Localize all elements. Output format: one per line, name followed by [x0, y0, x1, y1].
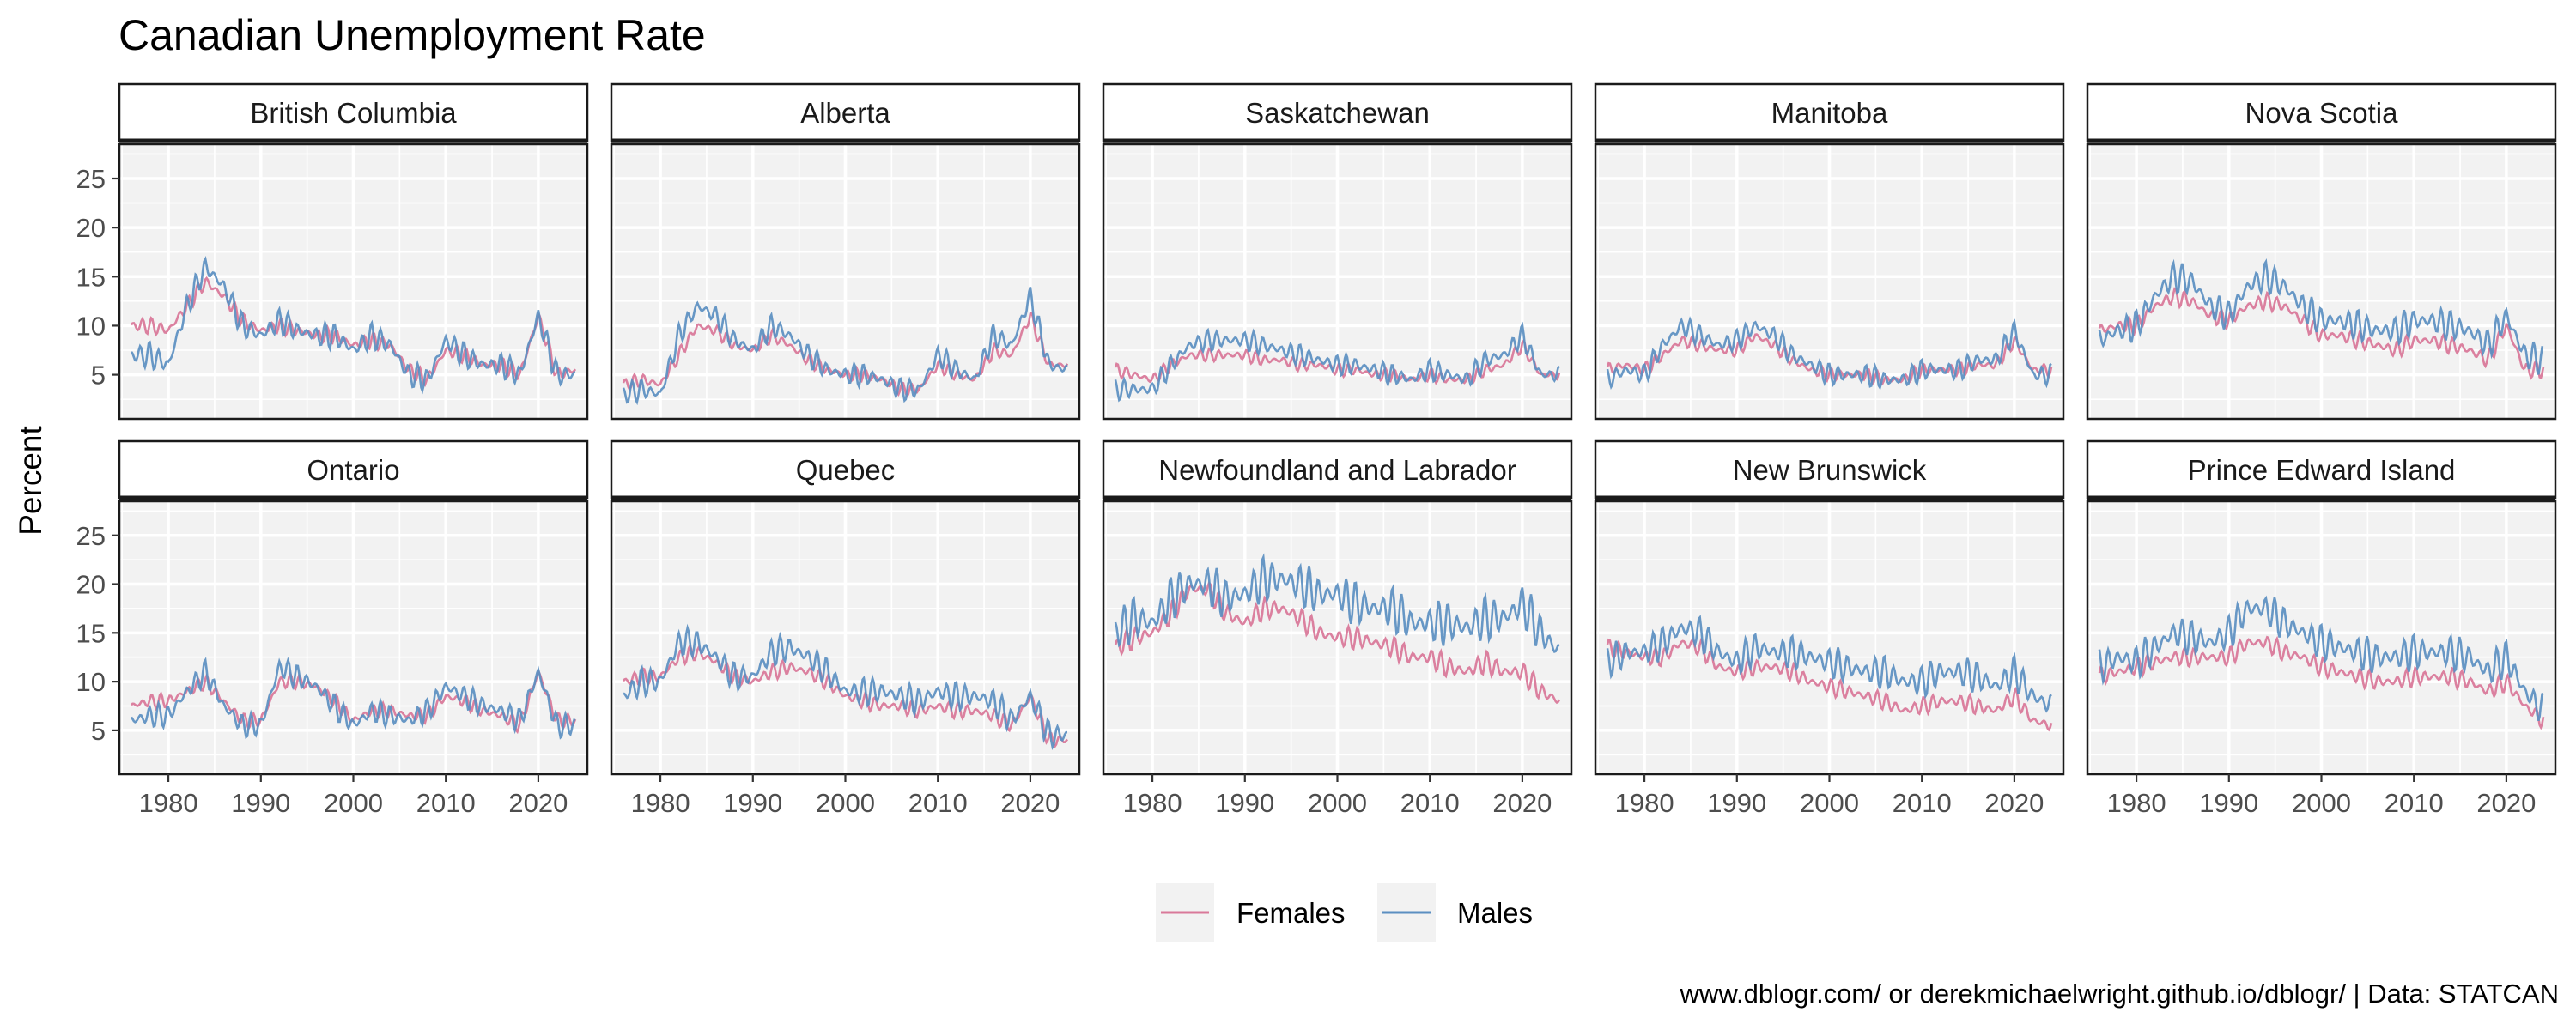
x-tick-label: 2010 [1400, 788, 1460, 818]
chart-title: Canadian Unemployment Rate [118, 11, 706, 59]
facet-strip [2086, 82, 2557, 142]
series-line-females [622, 312, 1069, 399]
series-line-males [2098, 595, 2544, 721]
x-tick-label: 1980 [1615, 788, 1674, 818]
panel-border [610, 142, 1081, 421]
y-tick-label: 10 [76, 667, 106, 697]
y-tick-label: 25 [76, 521, 106, 551]
x-tick-label: 1980 [2107, 788, 2166, 818]
x-tick-label: 2020 [1984, 788, 2044, 818]
facet-strip-label: Saskatchewan [1245, 97, 1430, 129]
facet-panel-saskatchewan: Saskatchewan [1102, 82, 1573, 421]
legend: Females Males [1156, 883, 1533, 942]
series-line-females [2098, 635, 2545, 730]
facet-strip [2086, 439, 2557, 500]
x-tick-label: 1980 [631, 788, 690, 818]
facet-strip-label: Nova Scotia [2245, 97, 2399, 129]
series-line-males [1114, 553, 1560, 654]
y-tick-label: 10 [76, 311, 106, 341]
series-line-males [130, 255, 576, 395]
y-tick-label: 20 [76, 570, 106, 600]
x-tick-label: 1990 [1707, 788, 1766, 818]
facet-panels: British Columbia 5 10 15 20 25 Alberta Saskatch… [76, 82, 2557, 818]
x-tick-label: 2010 [416, 788, 476, 818]
facet-panel-new-brunswick: New Brunswick 1980 1990 2000 2010 2020 [1594, 439, 2065, 818]
facet-panel-prince-edward-island: Prince Edward Island 1980 1990 2000 2010 2020 [2086, 439, 2557, 818]
y-tick-label: 5 [91, 360, 106, 391]
series-line-females [1114, 580, 1561, 705]
y-tick-label: 25 [76, 164, 106, 194]
facet-strip-label: Alberta [800, 97, 890, 129]
facet-strip-label: New Brunswick [1733, 454, 1927, 486]
series-line-females [2098, 287, 2545, 380]
legend-item-males: Males [1377, 883, 1533, 942]
caption: www.dblogr.com/ or derekmichaelwright.gi… [1680, 978, 2559, 1009]
x-tick-label: 2010 [2385, 788, 2444, 818]
facet-panel-quebec: Quebec 1980 1990 2000 2010 2020 [610, 439, 1081, 818]
facet-strip [1594, 439, 2065, 500]
x-tick-label: 2010 [908, 788, 968, 818]
series-line-females [1114, 338, 1561, 385]
panel-border [1102, 142, 1573, 421]
series-line-females [130, 276, 577, 387]
panel-border [118, 142, 589, 421]
facet-panel-manitoba: Manitoba [1594, 82, 2065, 421]
facet-strip-label: Manitoba [1771, 97, 1888, 129]
x-tick-label: 2000 [1308, 788, 1367, 818]
x-tick-label: 1980 [139, 788, 198, 818]
x-tick-label: 2020 [508, 788, 568, 818]
series-line-males [1114, 321, 1560, 403]
series-line-males [623, 623, 1067, 751]
facet-strip [1102, 439, 1573, 500]
x-tick-label: 1990 [2199, 788, 2258, 818]
facet-panel-british-columbia: British Columbia 5 10 15 20 25 [76, 82, 589, 421]
facet-strip-label: Quebec [796, 454, 896, 486]
x-tick-label: 1990 [1215, 788, 1274, 818]
facet-panel-nova-scotia: Nova Scotia [2086, 82, 2557, 421]
panel-border [1594, 142, 2065, 421]
x-tick-label: 2020 [1492, 788, 1552, 818]
facet-strip-label: Newfoundland and Labrador [1158, 454, 1516, 486]
y-axis-label: Percent [13, 426, 48, 536]
series-line-males [1606, 316, 2052, 391]
legend-label: Females [1236, 897, 1346, 929]
series-line-females [1606, 333, 2053, 386]
facet-strip [118, 439, 589, 500]
x-tick-label: 1980 [1123, 788, 1182, 818]
y-tick-label: 15 [76, 618, 106, 648]
facet-strip-label: British Columbia [250, 97, 457, 129]
facet-strip-label: Ontario [307, 454, 399, 486]
x-tick-label: 2000 [1800, 788, 1859, 818]
x-tick-label: 2000 [816, 788, 875, 818]
y-tick-label: 15 [76, 262, 106, 292]
series-line-males [2098, 258, 2544, 375]
facet-panel-ontario: Ontario 5 10 15 20 25 1980 1990 2000 2010 2020 [76, 439, 589, 818]
x-tick-label: 2000 [324, 788, 383, 818]
series-line-males [1606, 615, 2052, 713]
x-tick-label: 2010 [1893, 788, 1952, 818]
facet-strip [610, 439, 1081, 500]
facet-panel-newfoundland-and-labrador: Newfoundland and Labrador 1980 1990 2000 201… [1102, 439, 1573, 818]
x-tick-label: 1990 [231, 788, 290, 818]
series-line-males [130, 657, 576, 740]
facet-strip [118, 82, 589, 142]
panel-border [2086, 142, 2557, 421]
facet-strip [610, 82, 1081, 142]
facet-strip-label: Prince Edward Island [2188, 454, 2456, 486]
facet-strip [1594, 82, 2065, 142]
series-line-females [622, 643, 1069, 749]
x-tick-label: 2020 [1000, 788, 1060, 818]
x-tick-label: 1990 [723, 788, 782, 818]
facet-panel-alberta: Alberta [610, 82, 1081, 421]
legend-item-females: Females [1156, 883, 1346, 942]
x-tick-label: 2000 [2292, 788, 2351, 818]
series-line-females [1606, 637, 2053, 732]
x-tick-label: 2020 [2476, 788, 2536, 818]
legend-label: Males [1457, 897, 1533, 929]
y-tick-label: 5 [91, 716, 106, 746]
y-tick-label: 20 [76, 213, 106, 243]
series-line-males [622, 287, 1068, 406]
